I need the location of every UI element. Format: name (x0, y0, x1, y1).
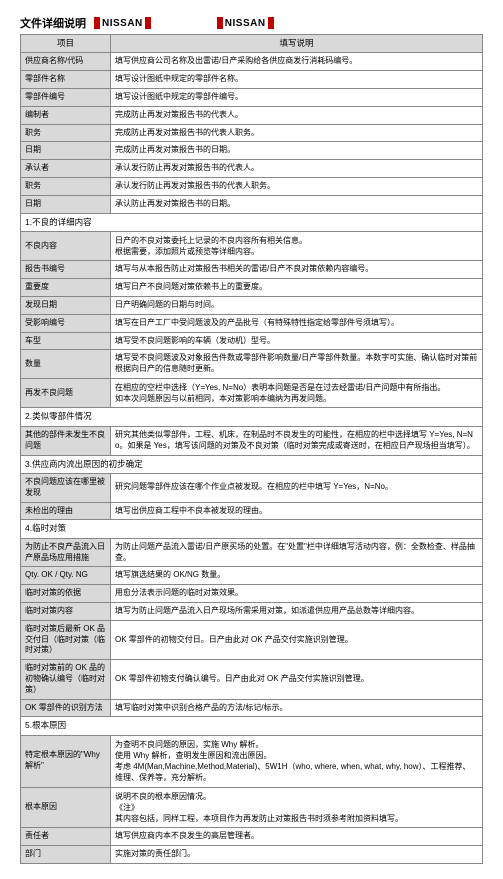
doc-header: 文件详细说明 NISSAN NISSAN (20, 15, 483, 31)
section-3: 3.供应商内流出原因的初步确定 (21, 455, 483, 473)
section-4: 4.临时对策 (21, 520, 483, 538)
col-desc: 填写说明 (111, 35, 483, 53)
section-2: 2.类似零部件情况 (21, 408, 483, 426)
col-item: 项目 (21, 35, 111, 53)
doc-title: 文件详细说明 (20, 15, 86, 31)
section-1: 1.不良的详细内容 (21, 213, 483, 231)
nissan-badge-2: NISSAN (217, 17, 274, 29)
nissan-badge-1: NISSAN (94, 17, 151, 29)
main-table: 项目 填写说明 供应商名称/代码填写供应商公司名称及出雷诺/日产采购给各供应商发… (20, 34, 483, 864)
section-5: 5.根本原因 (21, 717, 483, 735)
